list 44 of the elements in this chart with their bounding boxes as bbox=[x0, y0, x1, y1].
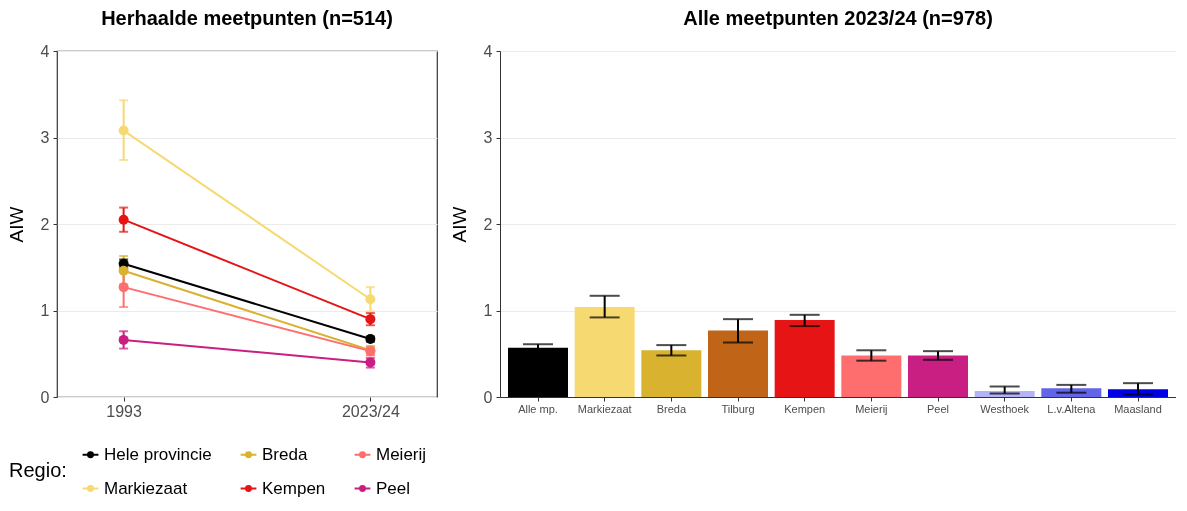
point bbox=[118, 265, 129, 276]
x-tick-label: 2023/24 bbox=[341, 402, 400, 420]
x-tick-label: Maasland bbox=[1114, 402, 1162, 415]
y-axis-title: AIW bbox=[5, 206, 27, 243]
y-tick-label: 1 bbox=[40, 302, 50, 319]
legend-label: Markiezaat bbox=[104, 478, 188, 498]
bar bbox=[641, 350, 702, 397]
point bbox=[118, 125, 129, 136]
x-tick-label: Peel bbox=[926, 402, 950, 415]
bar bbox=[708, 330, 768, 397]
legend-label: Breda bbox=[262, 444, 308, 464]
x-tick-label: Westhoek bbox=[980, 402, 1030, 415]
x-tick-label: Markiezaat bbox=[577, 402, 632, 415]
point bbox=[365, 294, 376, 305]
x-tick-label: Tilburg bbox=[721, 402, 755, 415]
bar bbox=[574, 307, 635, 397]
y-tick-label: 0 bbox=[483, 388, 493, 406]
x-tick-label: Alle mp. bbox=[518, 402, 558, 415]
chart-title: Herhaalde meetpunten (n=514) bbox=[101, 7, 393, 29]
point bbox=[118, 214, 129, 225]
y-tick-label: 4 bbox=[40, 42, 50, 60]
legend-label: Peel bbox=[376, 478, 411, 498]
legend-title: Regio: bbox=[9, 459, 67, 481]
legend-label: Hele provincie bbox=[104, 444, 212, 464]
y-tick-label: 3 bbox=[483, 129, 493, 146]
y-tick-label: 1 bbox=[483, 302, 493, 319]
point bbox=[118, 282, 129, 293]
bar bbox=[774, 320, 835, 397]
y-tick-label: 4 bbox=[483, 42, 493, 60]
y-axis-title: AIW bbox=[448, 206, 470, 243]
x-tick-label: Breda bbox=[656, 402, 687, 415]
legend-label: Meierij bbox=[376, 444, 427, 464]
bar bbox=[841, 355, 902, 397]
chart-title: Alle meetpunten 2023/24 (n=978) bbox=[683, 7, 993, 29]
legend-label: Kempen bbox=[262, 478, 326, 498]
point bbox=[118, 334, 129, 345]
x-tick-label: 1993 bbox=[106, 402, 143, 420]
y-tick-label: 2 bbox=[40, 215, 50, 233]
x-tick-label: Kempen bbox=[784, 402, 826, 415]
y-tick-label: 0 bbox=[40, 388, 50, 406]
x-tick-label: L.v.Altena bbox=[1047, 402, 1097, 415]
x-tick-label: Meierij bbox=[855, 402, 888, 415]
y-tick-label: 3 bbox=[40, 129, 50, 146]
y-tick-label: 2 bbox=[483, 215, 493, 233]
